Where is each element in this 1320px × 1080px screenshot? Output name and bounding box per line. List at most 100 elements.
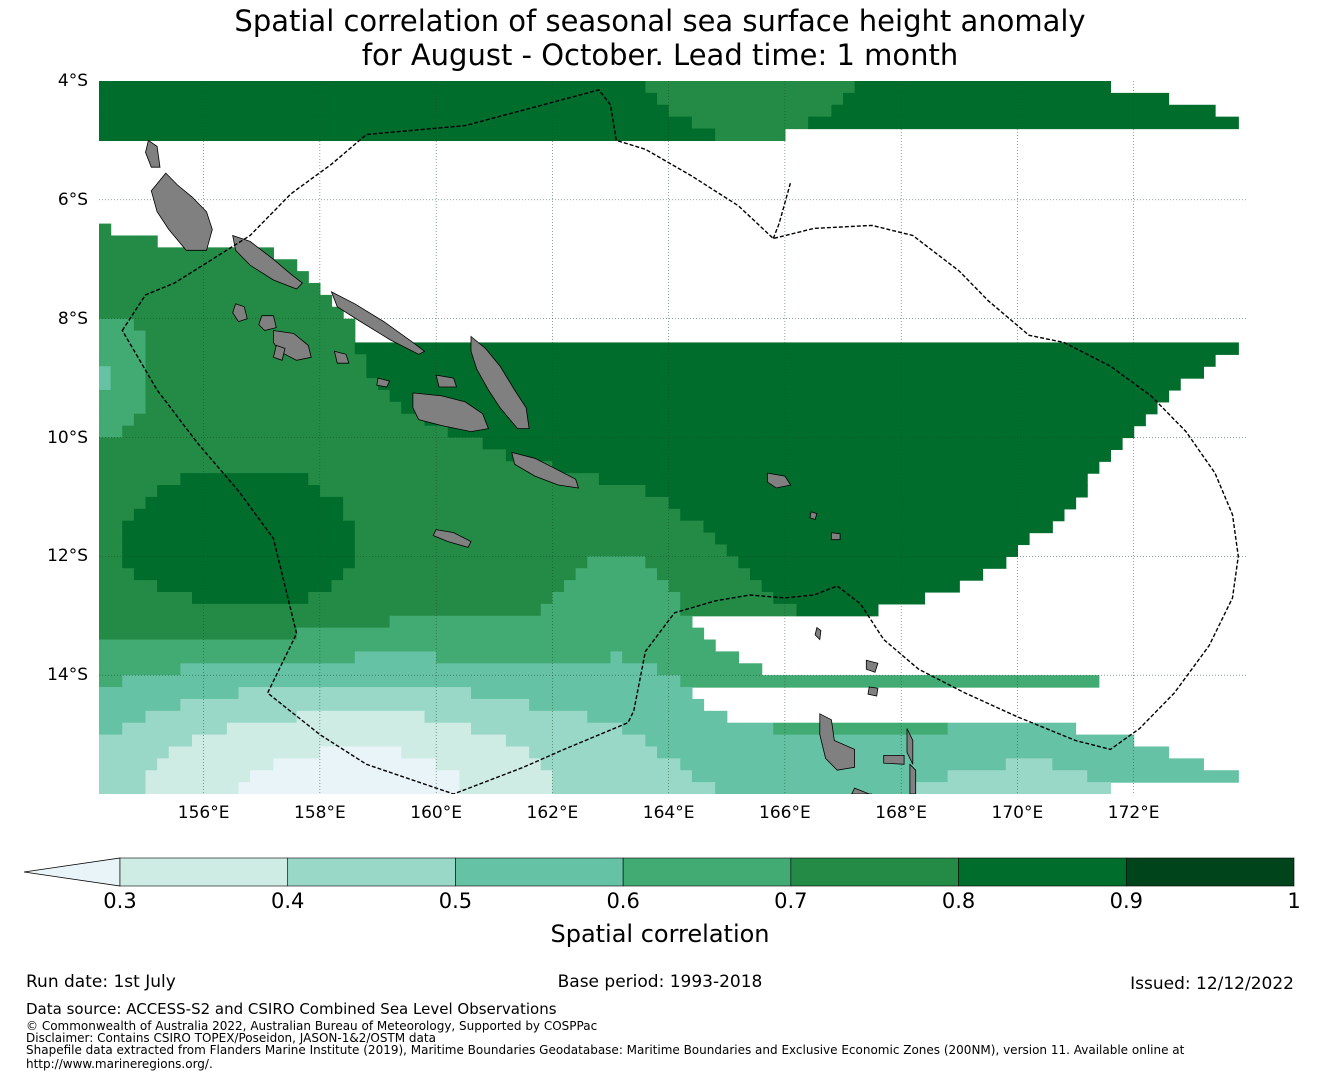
correlation-cell bbox=[680, 603, 798, 617]
lon-tick-label: 156°E bbox=[177, 803, 230, 823]
correlation-cell bbox=[99, 413, 135, 427]
colorbar bbox=[24, 857, 1295, 887]
marine-regions-url[interactable]: http://www.marineregions.org/. bbox=[26, 1057, 213, 1071]
correlation-cell bbox=[773, 722, 949, 736]
graticule bbox=[99, 81, 1247, 794]
lat-tick-label: 8°S bbox=[57, 308, 88, 329]
island-pentecost bbox=[909, 763, 917, 794]
correlation-cell bbox=[471, 687, 693, 700]
correlation-cell bbox=[552, 591, 681, 605]
correlation-cell bbox=[99, 520, 123, 534]
island-maewo bbox=[906, 728, 914, 765]
correlation-cell bbox=[424, 413, 1146, 427]
correlation-cell bbox=[843, 92, 1170, 106]
lon-tick-label: 170°E bbox=[991, 803, 1044, 823]
island-russell-islands bbox=[376, 377, 391, 388]
run-date: Run date: 1st July bbox=[26, 972, 176, 992]
correlation-cell bbox=[99, 247, 274, 260]
lon-tick-label: 164°E bbox=[642, 803, 695, 823]
correlation-cell bbox=[110, 378, 147, 391]
correlation-cell bbox=[343, 568, 577, 581]
correlation-cell bbox=[401, 401, 1158, 415]
colorbar-tick-label: 0.5 bbox=[438, 889, 473, 913]
correlation-cell bbox=[831, 104, 1216, 118]
colorbar-tick-label: 0.4 bbox=[271, 889, 305, 913]
correlation-cell bbox=[587, 710, 728, 724]
colorbar-tick-label: 0.6 bbox=[606, 889, 640, 913]
correlation-cell bbox=[122, 544, 356, 557]
correlation-cell bbox=[575, 568, 658, 581]
lon-tick-label: 160°E bbox=[410, 803, 462, 823]
correlation-cell bbox=[99, 734, 193, 748]
correlation-cell bbox=[145, 342, 356, 355]
correlation-cell bbox=[99, 675, 123, 688]
correlation-cell bbox=[668, 580, 763, 593]
colorbar-extend-triangle bbox=[24, 857, 121, 887]
colorbar-bin bbox=[958, 857, 1127, 887]
island-makira bbox=[511, 451, 580, 489]
correlation-cell bbox=[401, 746, 530, 759]
colorbar-tick-label: 1 bbox=[1287, 889, 1301, 913]
island-kolombangara bbox=[258, 315, 277, 331]
colorbar-tick-label: 0.7 bbox=[774, 889, 808, 913]
correlation-cell bbox=[145, 496, 344, 510]
correlation-cell bbox=[587, 556, 646, 569]
correlation-cell bbox=[273, 758, 437, 771]
correlation-cell bbox=[110, 366, 147, 379]
island-nendo bbox=[767, 472, 792, 489]
correlation-cell bbox=[610, 651, 623, 664]
correlation-cell bbox=[296, 627, 705, 641]
island-choiseul bbox=[232, 234, 303, 290]
lon-tick-label: 172°E bbox=[1107, 803, 1160, 823]
colorbar-bin bbox=[1125, 857, 1295, 887]
correlation-cell bbox=[99, 128, 716, 142]
correlation-cell bbox=[912, 782, 1112, 794]
correlation-cell bbox=[482, 437, 1123, 450]
correlation-cell bbox=[750, 568, 984, 581]
colorbar-bin bbox=[790, 857, 959, 887]
correlation-cell bbox=[145, 330, 356, 344]
correlation-cell bbox=[99, 104, 670, 118]
correlation-cell bbox=[319, 485, 646, 498]
shapefile-note: Shapefile data extracted from Flanders M… bbox=[26, 1043, 1185, 1057]
correlation-cell bbox=[99, 116, 693, 130]
correlation-cell bbox=[99, 770, 147, 783]
island-malekula bbox=[851, 787, 873, 794]
correlation-cell bbox=[122, 425, 449, 439]
correlation-cell bbox=[99, 389, 147, 403]
correlation-cell bbox=[180, 473, 309, 486]
correlation-cell bbox=[226, 722, 472, 736]
correlation-cell bbox=[622, 722, 774, 736]
correlation-cell bbox=[180, 698, 530, 712]
island-rendova bbox=[272, 344, 286, 361]
correlation-cell bbox=[99, 425, 123, 439]
correlation-cell bbox=[99, 318, 135, 332]
correlation-cell bbox=[505, 449, 1112, 462]
correlation-cell bbox=[947, 722, 1077, 736]
lon-tick-label: 168°E bbox=[875, 803, 927, 823]
correlation-cell bbox=[99, 698, 181, 712]
colorbar-bin bbox=[455, 857, 624, 887]
correlation-cell bbox=[122, 722, 228, 736]
lat-tick-label: 6°S bbox=[57, 189, 88, 210]
correlation-cell bbox=[157, 758, 274, 771]
correlation-cell bbox=[947, 770, 1088, 783]
correlation-cell bbox=[505, 734, 646, 748]
correlation-cell bbox=[99, 294, 333, 308]
correlation-cell bbox=[552, 770, 693, 783]
correlation-cell bbox=[354, 556, 588, 569]
correlation-cell bbox=[122, 675, 681, 688]
correlation-cell bbox=[99, 306, 344, 320]
correlation-cell bbox=[122, 556, 356, 569]
correlation-cell bbox=[145, 401, 402, 415]
correlation-cell bbox=[726, 544, 1018, 557]
lon-tick-label: 166°E bbox=[759, 803, 811, 823]
correlation-cell bbox=[99, 758, 158, 771]
correlation-cell bbox=[715, 128, 786, 142]
correlation-cell bbox=[99, 366, 112, 379]
land-masses bbox=[145, 139, 917, 794]
island-bougainville bbox=[150, 172, 213, 251]
correlation-cell bbox=[99, 342, 147, 355]
colorbar-tick-label: 0.3 bbox=[103, 889, 137, 913]
disclaimer-note: Disclaimer: Contains CSIRO TOPEX/Poseido… bbox=[26, 1031, 436, 1045]
